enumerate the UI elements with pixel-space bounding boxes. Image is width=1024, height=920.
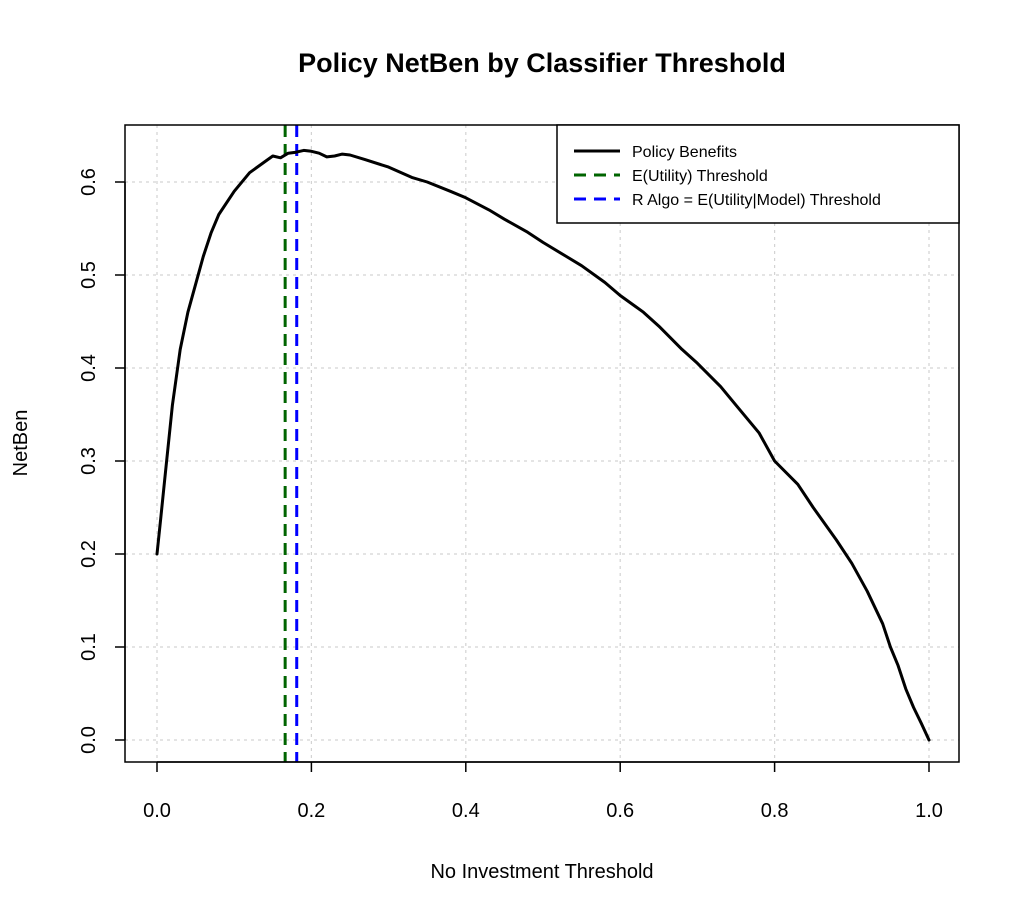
threshold-lines: [283, 125, 299, 762]
y-tick-label: 0.4: [78, 354, 100, 382]
x-tick-label: 0.8: [761, 800, 789, 822]
y-tick-label: 0.6: [78, 168, 100, 196]
y-axis-label: NetBen: [10, 410, 32, 477]
x-tick-label: 0.2: [297, 800, 325, 822]
legend: Policy Benefits E(Utility) Threshold R Alg…: [556, 124, 960, 224]
y-tick-label: 0.3: [78, 447, 100, 475]
x-tick-label: 0.0: [143, 800, 171, 822]
y-axis: 0.0 0.1 0.2 0.3 0.4 0.5 0.6: [78, 168, 126, 754]
y-tick-label: 0.5: [78, 261, 100, 289]
series-line-policy-benefits: [155, 148, 931, 742]
x-tick-label: 1.0: [915, 800, 943, 822]
legend-label: E(Utility) Threshold: [632, 168, 768, 185]
series-group: [155, 148, 931, 742]
y-tick-label: 0.2: [78, 540, 100, 568]
x-tick-label: 0.6: [606, 800, 634, 822]
y-tick-label: 0.1: [78, 633, 100, 661]
legend-label: R Algo = E(Utility|Model) Threshold: [632, 192, 881, 209]
chart-title: Policy NetBen by Classifier Threshold: [298, 48, 786, 78]
x-axis: 0.0 0.2 0.4 0.6 0.8 1.0: [143, 761, 943, 822]
legend-box: [556, 124, 960, 224]
x-axis-label: No Investment Threshold: [430, 861, 653, 883]
legend-label: Policy Benefits: [632, 144, 737, 161]
x-tick-label: 0.4: [452, 800, 480, 822]
y-tick-label: 0.0: [78, 726, 100, 754]
